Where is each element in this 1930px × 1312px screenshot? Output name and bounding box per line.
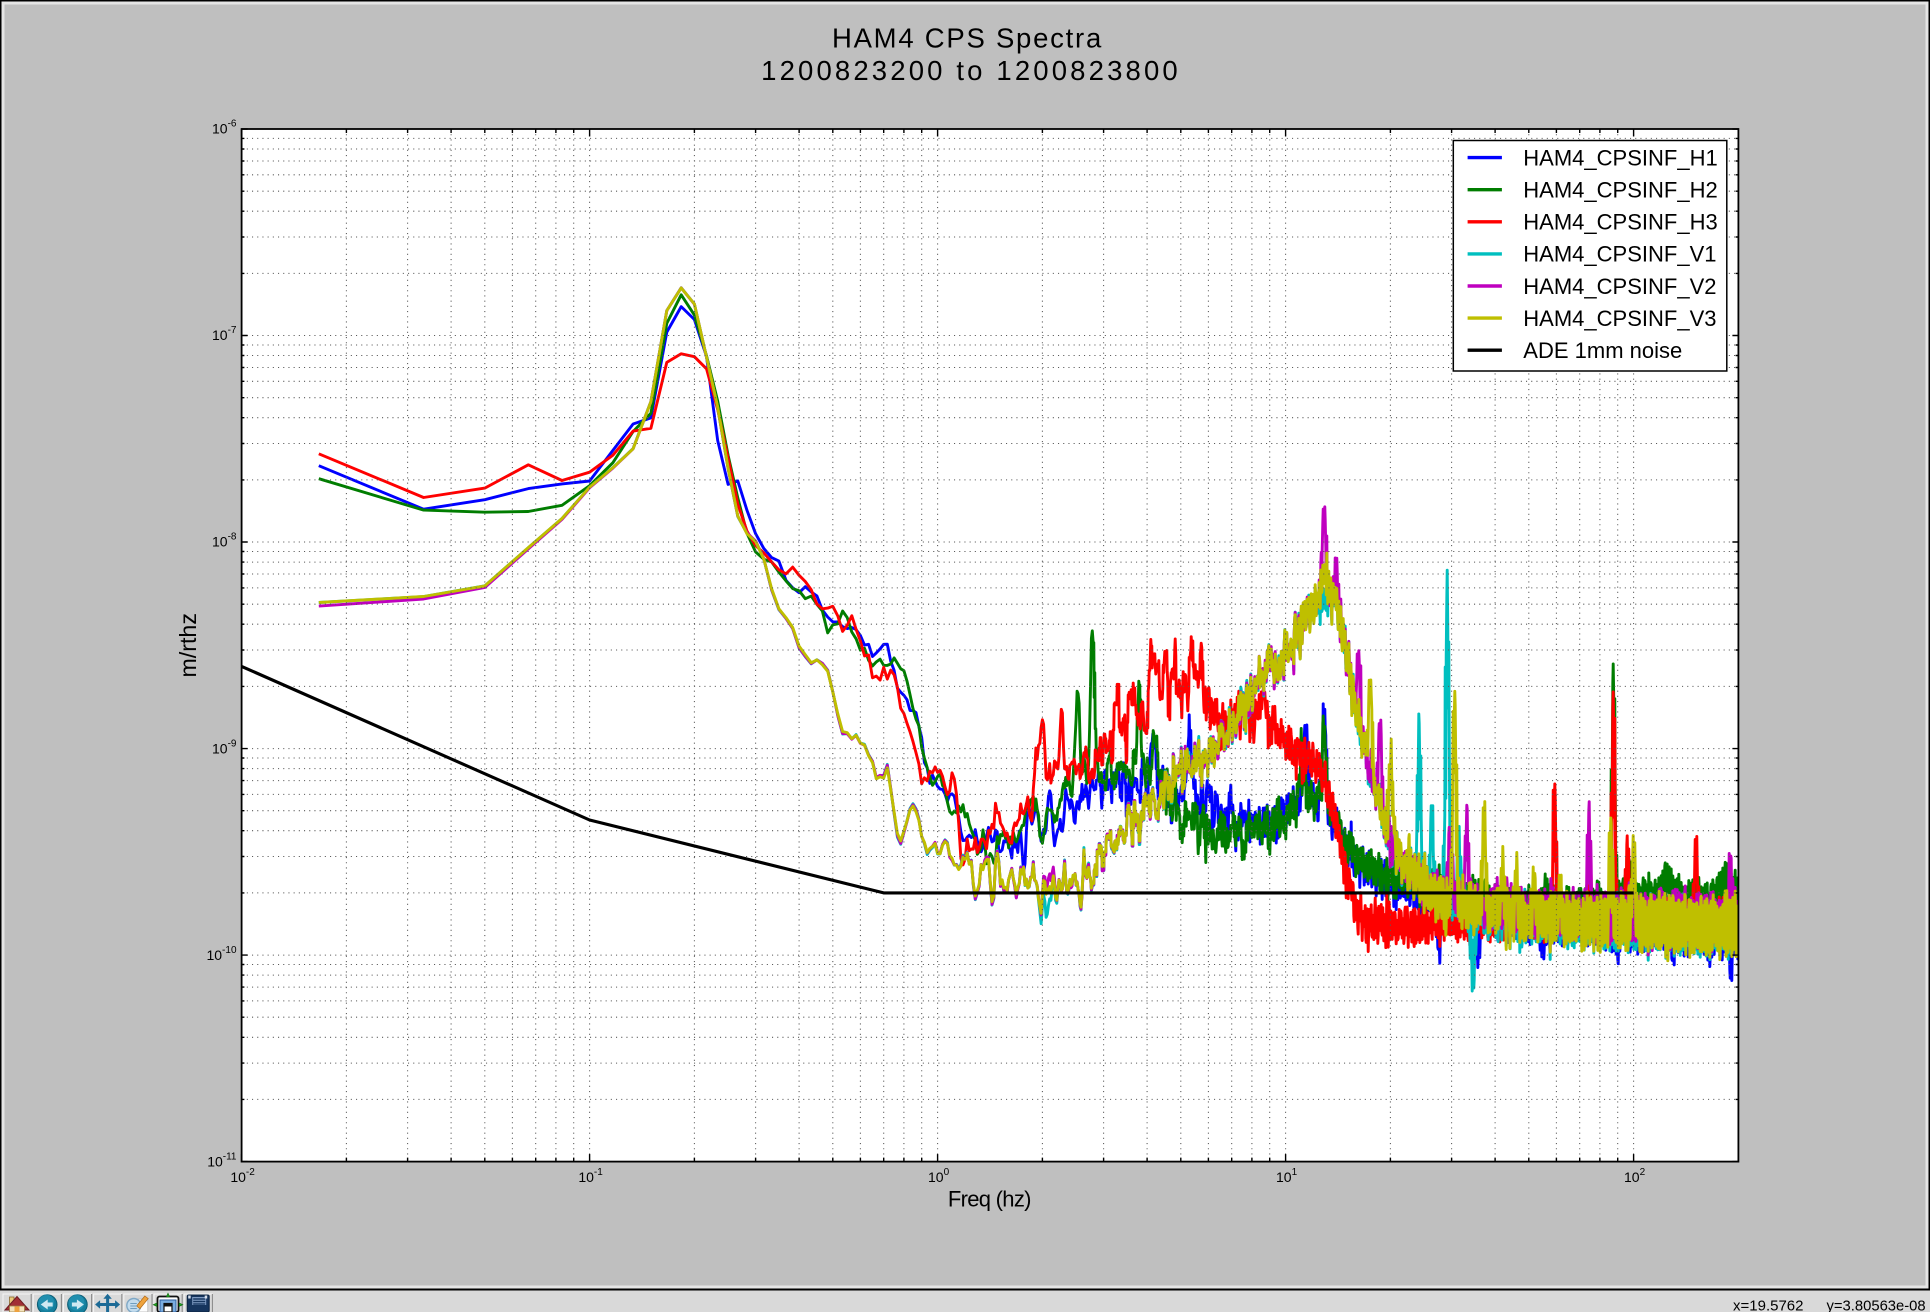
svg-text:x=19.5762: x=19.5762 <box>1733 1298 1803 1312</box>
svg-text:HAM4 CPS Spectra: HAM4 CPS Spectra <box>832 22 1103 53</box>
svg-text:Freq (hz): Freq (hz) <box>948 1187 1031 1212</box>
svg-text:HAM4_CPSINF_H2: HAM4_CPSINF_H2 <box>1523 178 1717 203</box>
svg-text:y=3.80563e-08: y=3.80563e-08 <box>1827 1299 1926 1312</box>
svg-text:1200823200 to 1200823800: 1200823200 to 1200823800 <box>761 55 1181 86</box>
svg-text:HAM4_CPSINF_V1: HAM4_CPSINF_V1 <box>1523 242 1716 267</box>
svg-text:HAM4_CPSINF_H3: HAM4_CPSINF_H3 <box>1523 210 1717 235</box>
svg-text:HAM4_CPSINF_V2: HAM4_CPSINF_V2 <box>1523 274 1716 299</box>
svg-text:HAM4_CPSINF_H1: HAM4_CPSINF_H1 <box>1523 145 1717 170</box>
svg-text:m/rthz: m/rthz <box>175 613 201 677</box>
svg-text:ADE 1mm noise: ADE 1mm noise <box>1523 338 1682 363</box>
svg-text:HAM4_CPSINF_V3: HAM4_CPSINF_V3 <box>1523 306 1716 331</box>
